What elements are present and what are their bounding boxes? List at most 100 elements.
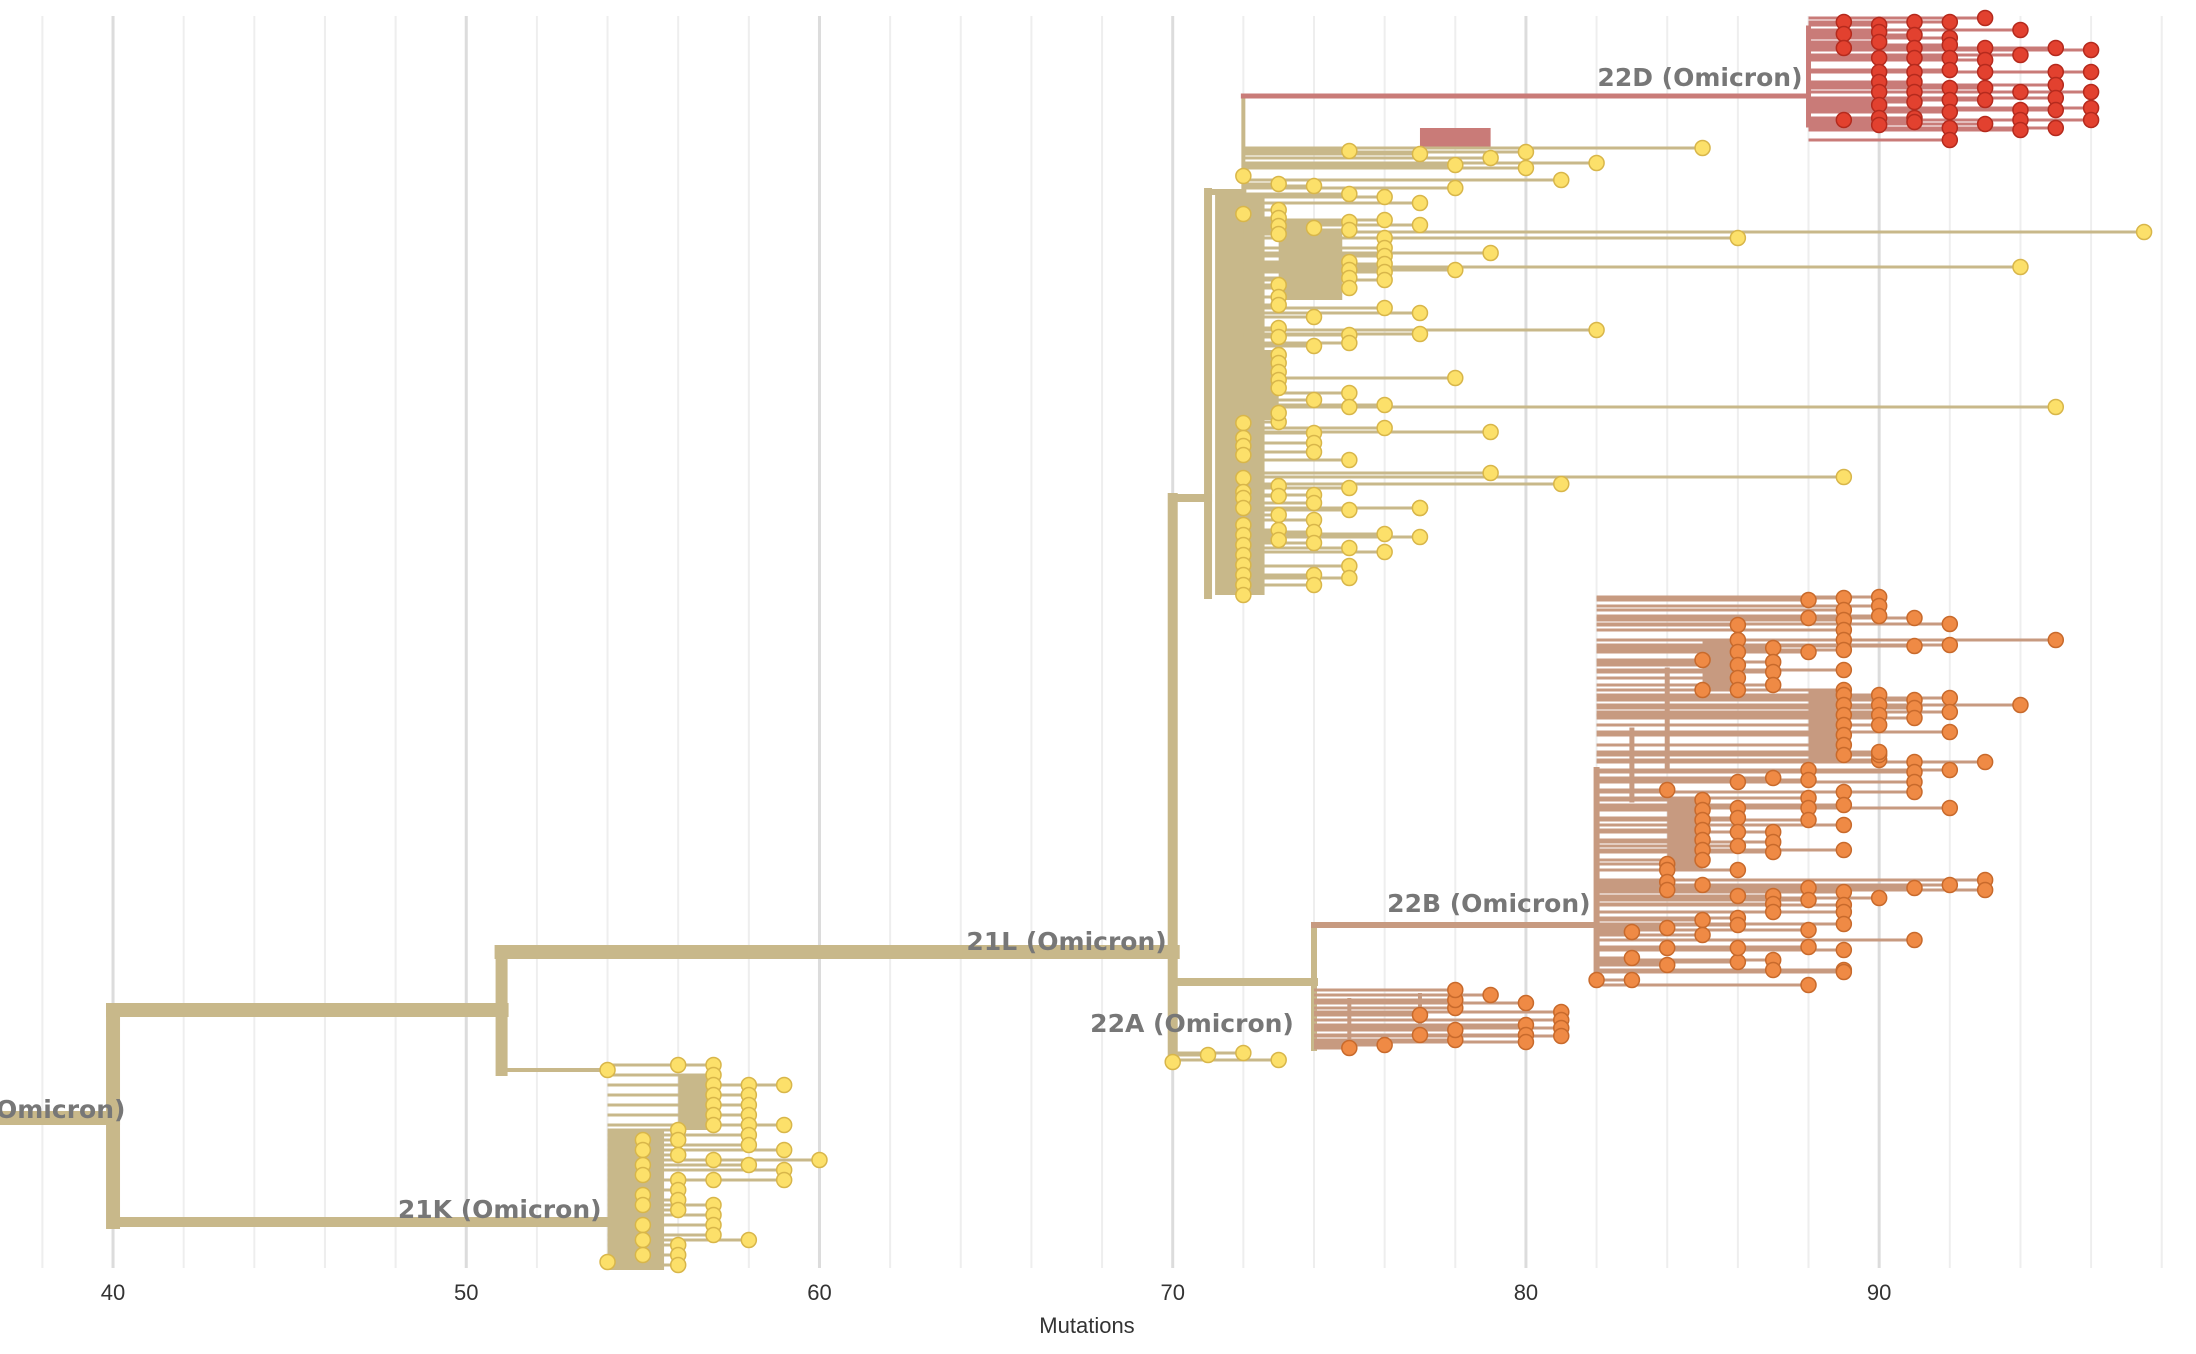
tip-node[interactable] <box>1623 923 1641 941</box>
tip-node[interactable] <box>1694 681 1711 699</box>
tip-node[interactable] <box>1800 643 1817 661</box>
tip-node[interactable] <box>1800 591 1817 609</box>
tip-node[interactable] <box>1729 229 1747 247</box>
tip-node[interactable] <box>1729 861 1747 879</box>
tip-node[interactable] <box>1376 1036 1393 1054</box>
tip-node[interactable] <box>2135 223 2153 241</box>
tip-node[interactable] <box>1906 931 1923 949</box>
tip-node[interactable] <box>1658 939 1676 957</box>
tip-node[interactable] <box>1447 981 1464 999</box>
tip-node[interactable] <box>634 1196 652 1214</box>
tip-node[interactable] <box>2012 121 2029 139</box>
tip-node[interactable] <box>1729 823 1747 841</box>
tip-node[interactable] <box>740 1136 758 1154</box>
tip-node[interactable] <box>669 1146 687 1164</box>
tip-node[interactable] <box>599 1061 616 1079</box>
tip-node[interactable] <box>1411 194 1429 212</box>
tip-node[interactable] <box>1411 325 1429 343</box>
tip-node[interactable] <box>1411 1006 1429 1024</box>
tip-node[interactable] <box>2047 398 2065 416</box>
tip-node[interactable] <box>1870 49 1888 67</box>
tip-node[interactable] <box>1447 261 1464 279</box>
tip-node[interactable] <box>2012 258 2029 276</box>
tip-node[interactable] <box>705 1151 722 1169</box>
tip-node[interactable] <box>1976 63 1994 81</box>
tip-node[interactable] <box>2012 83 2029 101</box>
tip-node[interactable] <box>2012 46 2029 64</box>
tip-node[interactable] <box>1835 641 1853 659</box>
tip-node[interactable] <box>2082 41 2100 59</box>
tip-node[interactable] <box>1517 1033 1535 1051</box>
tip-node[interactable] <box>1235 205 1252 223</box>
tip-node[interactable] <box>1341 451 1358 469</box>
tip-node[interactable] <box>2082 111 2100 129</box>
tip-node[interactable] <box>1764 903 1782 921</box>
tip-node[interactable] <box>2082 83 2100 101</box>
tip-node[interactable] <box>1729 809 1747 827</box>
tip-node[interactable] <box>1941 615 1959 633</box>
tip-node[interactable] <box>1341 142 1358 160</box>
tip-node[interactable] <box>1835 841 1853 859</box>
tip-node[interactable] <box>1764 639 1782 657</box>
tip-node[interactable] <box>1482 149 1499 167</box>
tip-node[interactable] <box>1906 93 1923 111</box>
tip-node[interactable] <box>1729 616 1747 634</box>
tip-node[interactable] <box>1482 244 1499 262</box>
tip-node[interactable] <box>1870 33 1888 51</box>
tip-node[interactable] <box>1517 159 1535 177</box>
tip-node[interactable] <box>1553 1027 1570 1045</box>
tip-node[interactable] <box>2047 39 2065 57</box>
tip-node[interactable] <box>1835 468 1853 486</box>
tip-node[interactable] <box>669 1256 687 1274</box>
tip-node[interactable] <box>634 1216 652 1234</box>
tip-node[interactable] <box>1835 111 1853 129</box>
tip-node[interactable] <box>1694 851 1711 869</box>
tip-node[interactable] <box>775 1116 793 1134</box>
tip-node[interactable] <box>1341 334 1358 352</box>
tip-node[interactable] <box>1305 308 1323 326</box>
tip-node[interactable] <box>1835 746 1853 764</box>
tip-node[interactable] <box>1941 876 1959 894</box>
tip-node[interactable] <box>1341 569 1358 587</box>
tip-node[interactable] <box>1376 543 1393 561</box>
tip-node[interactable] <box>1729 837 1747 855</box>
tip-node[interactable] <box>1305 494 1323 512</box>
tip-node[interactable] <box>1305 219 1323 237</box>
tip-node[interactable] <box>1235 414 1252 432</box>
tip-node[interactable] <box>1764 961 1782 979</box>
tip-node[interactable] <box>1235 1044 1252 1062</box>
tip-node[interactable] <box>1906 49 1923 67</box>
tip-node[interactable] <box>669 1056 687 1074</box>
tip-node[interactable] <box>775 1076 793 1094</box>
tip-node[interactable] <box>1376 525 1393 543</box>
tip-node[interactable] <box>2082 63 2100 81</box>
tip-node[interactable] <box>1976 91 1994 109</box>
tip-node[interactable] <box>705 1171 722 1189</box>
tip-node[interactable] <box>775 1171 793 1189</box>
tip-node[interactable] <box>1835 941 1853 959</box>
tip-node[interactable] <box>1270 487 1287 505</box>
tip-node[interactable] <box>1341 1039 1358 1057</box>
tip-node[interactable] <box>1447 156 1464 174</box>
tip-node[interactable] <box>1270 328 1287 346</box>
tip-node[interactable] <box>1270 404 1287 422</box>
tip-node[interactable] <box>1305 337 1323 355</box>
tip-node[interactable] <box>1800 891 1817 909</box>
tip-node[interactable] <box>1376 211 1393 229</box>
tip-node[interactable] <box>1341 479 1358 497</box>
tip-node[interactable] <box>1694 911 1711 929</box>
tip-node[interactable] <box>1447 369 1464 387</box>
tip-node[interactable] <box>1305 177 1323 195</box>
tip-node[interactable] <box>1729 887 1747 905</box>
tip-node[interactable] <box>1341 221 1358 239</box>
tip-node[interactable] <box>1164 1053 1181 1071</box>
tip-node[interactable] <box>2012 21 2029 39</box>
tip-node[interactable] <box>1870 716 1888 734</box>
tip-node[interactable] <box>1270 225 1287 243</box>
tip-node[interactable] <box>1235 499 1252 517</box>
tip-node[interactable] <box>1941 13 1959 31</box>
tip-node[interactable] <box>1941 131 1959 149</box>
tip-node[interactable] <box>1870 743 1888 761</box>
tip-node[interactable] <box>1800 811 1817 829</box>
tip-node[interactable] <box>1694 651 1711 669</box>
